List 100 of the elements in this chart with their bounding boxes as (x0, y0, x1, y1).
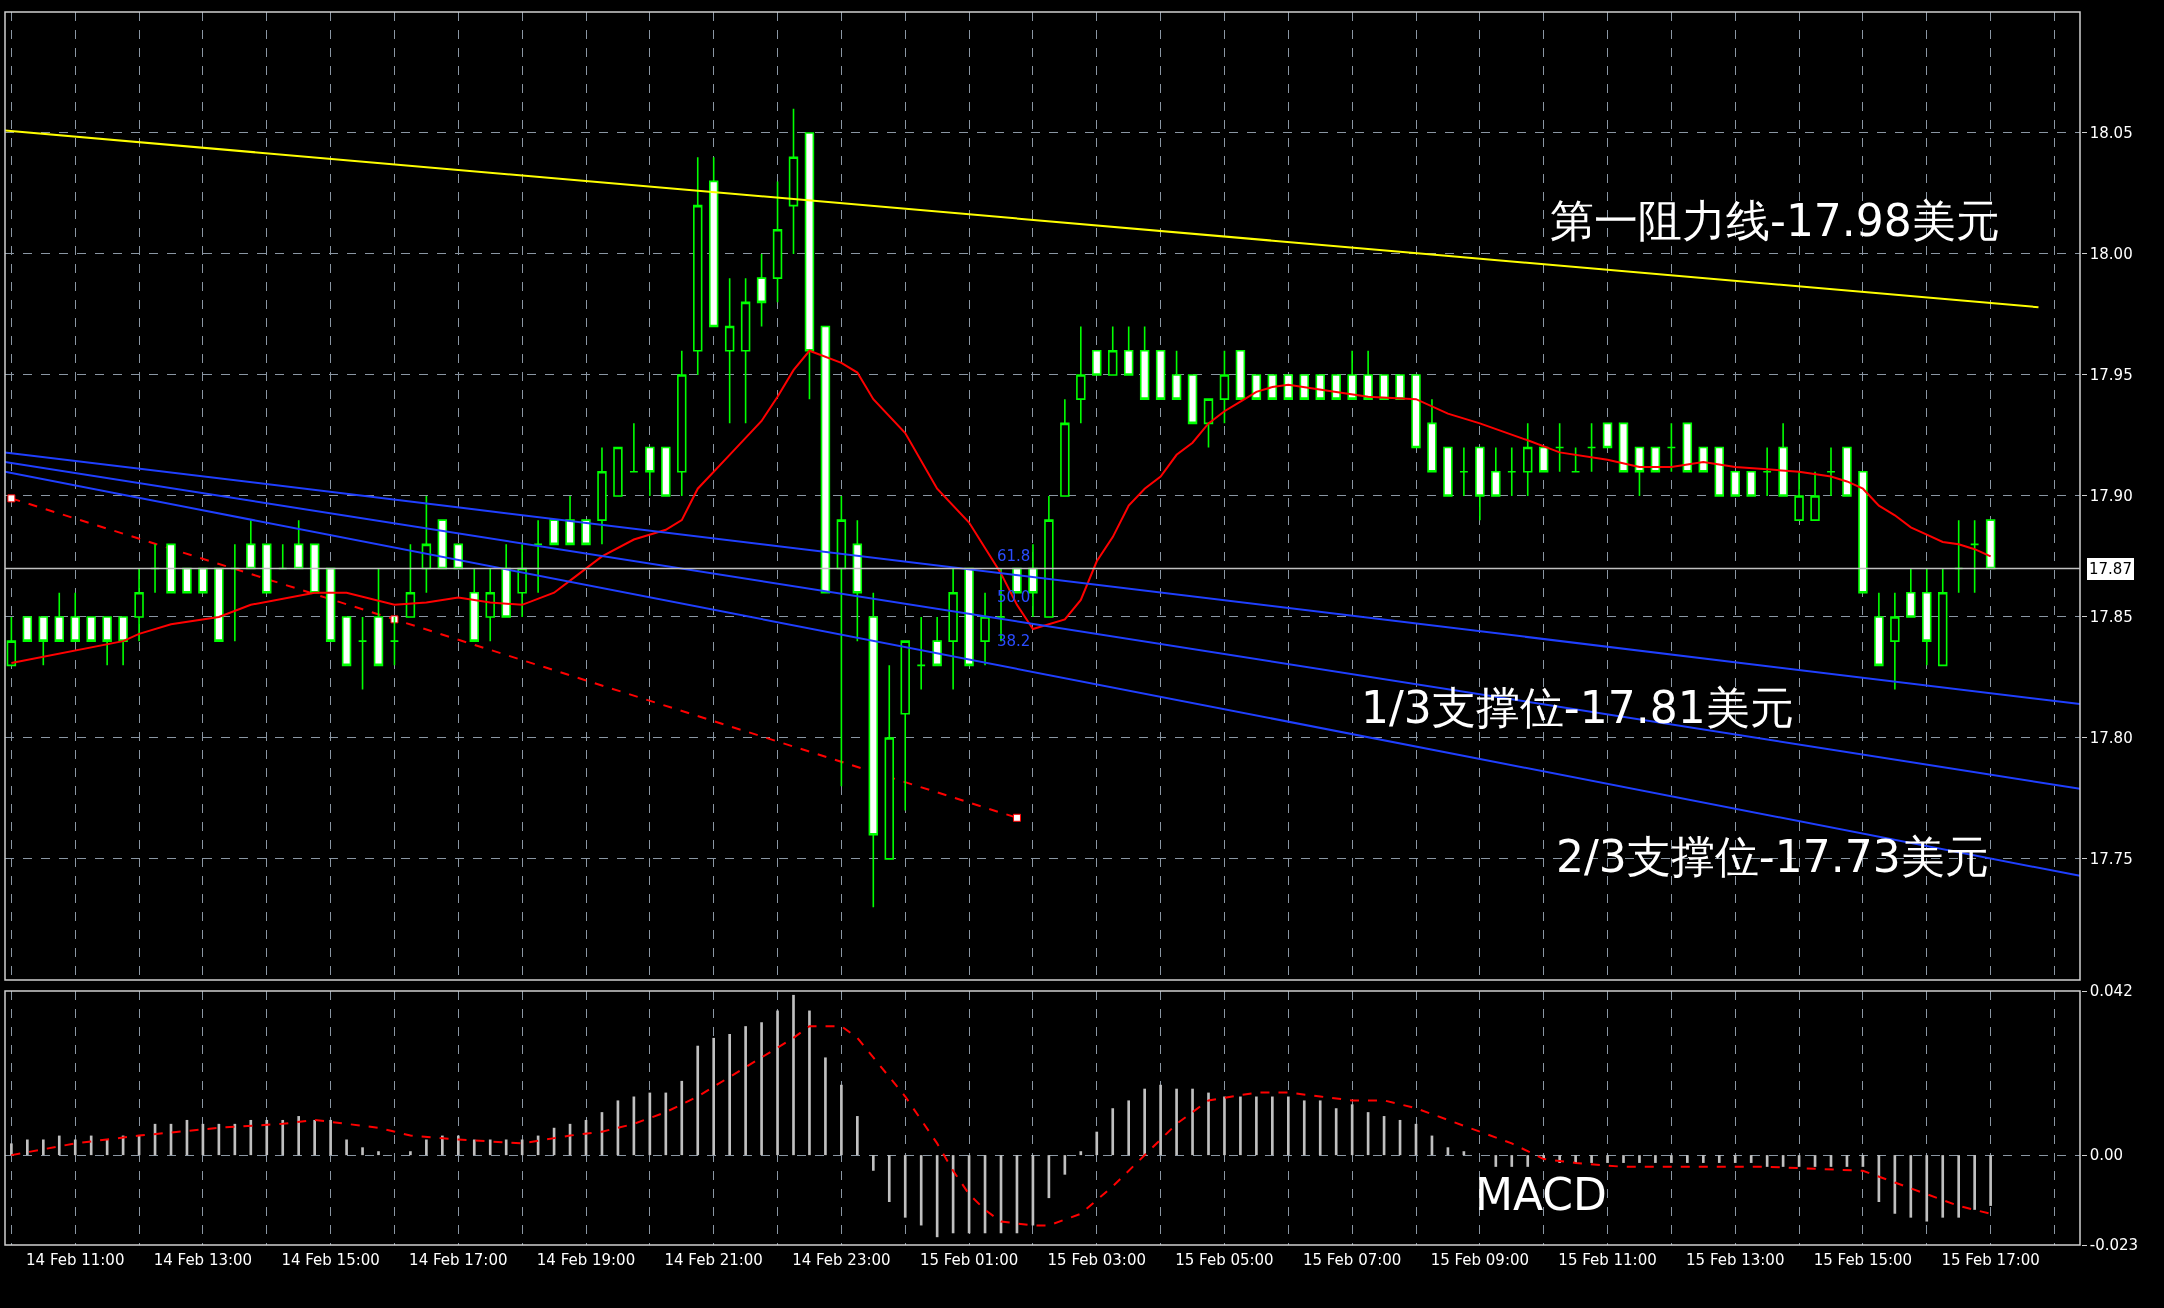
bar (472, 1139, 476, 1156)
bar (871, 1155, 875, 1171)
bar (297, 1116, 301, 1156)
annotation: 61.8 (997, 547, 1031, 565)
candlestick (1826, 446, 1836, 497)
candlestick (325, 567, 336, 642)
candlestick (724, 277, 735, 425)
candlestick (1363, 349, 1373, 400)
bar (792, 994, 795, 1156)
candlestick (373, 567, 384, 667)
bar (808, 1010, 811, 1156)
bar (1526, 1155, 1530, 1167)
bar (1302, 1100, 1306, 1156)
bar (1127, 1100, 1131, 1156)
bar (1207, 1092, 1210, 1156)
bar (1271, 1096, 1274, 1156)
candlestick (964, 567, 974, 667)
bar (1925, 1155, 1929, 1222)
bar (1686, 1155, 1689, 1163)
candlestick (1938, 567, 1948, 667)
candlestick (134, 567, 144, 642)
bar (664, 1092, 668, 1156)
annotation: MACD (1475, 1169, 1607, 1220)
candlestick (1347, 349, 1357, 400)
candlestick (1618, 422, 1629, 473)
bar (1701, 1155, 1705, 1163)
bar (856, 1116, 859, 1156)
bar (1175, 1088, 1178, 1156)
x-tick-label: 15 Feb 13:00 (1686, 1250, 1785, 1269)
candlestick (517, 543, 527, 618)
candlestick (357, 616, 368, 691)
candlestick (1028, 543, 1038, 618)
candlestick (1906, 567, 1916, 618)
bar (680, 1080, 684, 1156)
bar (1255, 1096, 1258, 1156)
bar (1079, 1151, 1083, 1156)
candlestick (1092, 349, 1102, 376)
candlestick (38, 616, 49, 667)
candlestick (1634, 446, 1645, 497)
candlestick (1666, 422, 1677, 473)
candlestick (1778, 422, 1788, 497)
candlestick (1395, 374, 1405, 400)
y-tick-label: 0.042 (2089, 982, 2133, 1001)
candlestick (1538, 446, 1549, 473)
candlestick (597, 446, 607, 546)
bar (265, 1119, 269, 1156)
bar (26, 1139, 29, 1156)
y-tick-label: 18.00 (2089, 245, 2133, 264)
bar (1191, 1088, 1194, 1156)
x-tick-label: 14 Feb 13:00 (153, 1250, 253, 1269)
candlestick (549, 519, 559, 546)
candlestick (198, 567, 208, 594)
x-tick-label: 15 Feb 05:00 (1175, 1250, 1274, 1269)
bar (249, 1119, 253, 1156)
candlestick (1746, 470, 1756, 497)
candlestick (661, 446, 671, 497)
bar (313, 1119, 316, 1156)
candlestick (1985, 519, 1996, 570)
candlestick (852, 519, 863, 642)
candlestick (613, 446, 623, 497)
candlestick (1155, 349, 1166, 400)
bar (1606, 1155, 1609, 1163)
bar (728, 1033, 731, 1156)
candlestick (1714, 446, 1724, 497)
candlestick (980, 591, 990, 667)
candlestick (1922, 567, 1932, 667)
candlestick (1171, 349, 1182, 400)
bar (1909, 1155, 1913, 1218)
candlestick (6, 616, 17, 667)
candlestick (1874, 591, 1884, 667)
candlestick (182, 567, 192, 594)
candlestick (341, 616, 352, 667)
candlestick (836, 495, 847, 788)
candlestick (501, 543, 511, 618)
candlestick (1411, 374, 1421, 449)
candlestick (900, 640, 910, 812)
candlestick (1491, 446, 1501, 497)
bar (1111, 1108, 1115, 1156)
candlestick (708, 156, 719, 328)
candlestick (932, 616, 942, 667)
candlestick (1475, 446, 1485, 521)
y-tick-label: 17.85 (2089, 608, 2133, 627)
y-tick-label: -0.023 (2089, 1236, 2139, 1255)
x-tick-label: 15 Feb 17:00 (1941, 1250, 2040, 1269)
candlestick (916, 616, 926, 691)
bar (1143, 1088, 1146, 1156)
annotation: 第一阻力线-17.98美元 (1550, 195, 2000, 246)
bar (41, 1139, 45, 1156)
bar (1733, 1155, 1737, 1163)
y-tick-label: 17.80 (2089, 729, 2133, 748)
bar (361, 1147, 364, 1156)
bar (744, 1026, 747, 1156)
candlestick (804, 132, 815, 400)
candlestick (166, 543, 176, 594)
bar (776, 1010, 779, 1156)
bar (903, 1155, 907, 1218)
candlestick (1235, 349, 1246, 400)
x-tick-label: 15 Feb 01:00 (919, 1250, 1019, 1269)
candlestick (1842, 446, 1852, 497)
bar (425, 1139, 428, 1156)
